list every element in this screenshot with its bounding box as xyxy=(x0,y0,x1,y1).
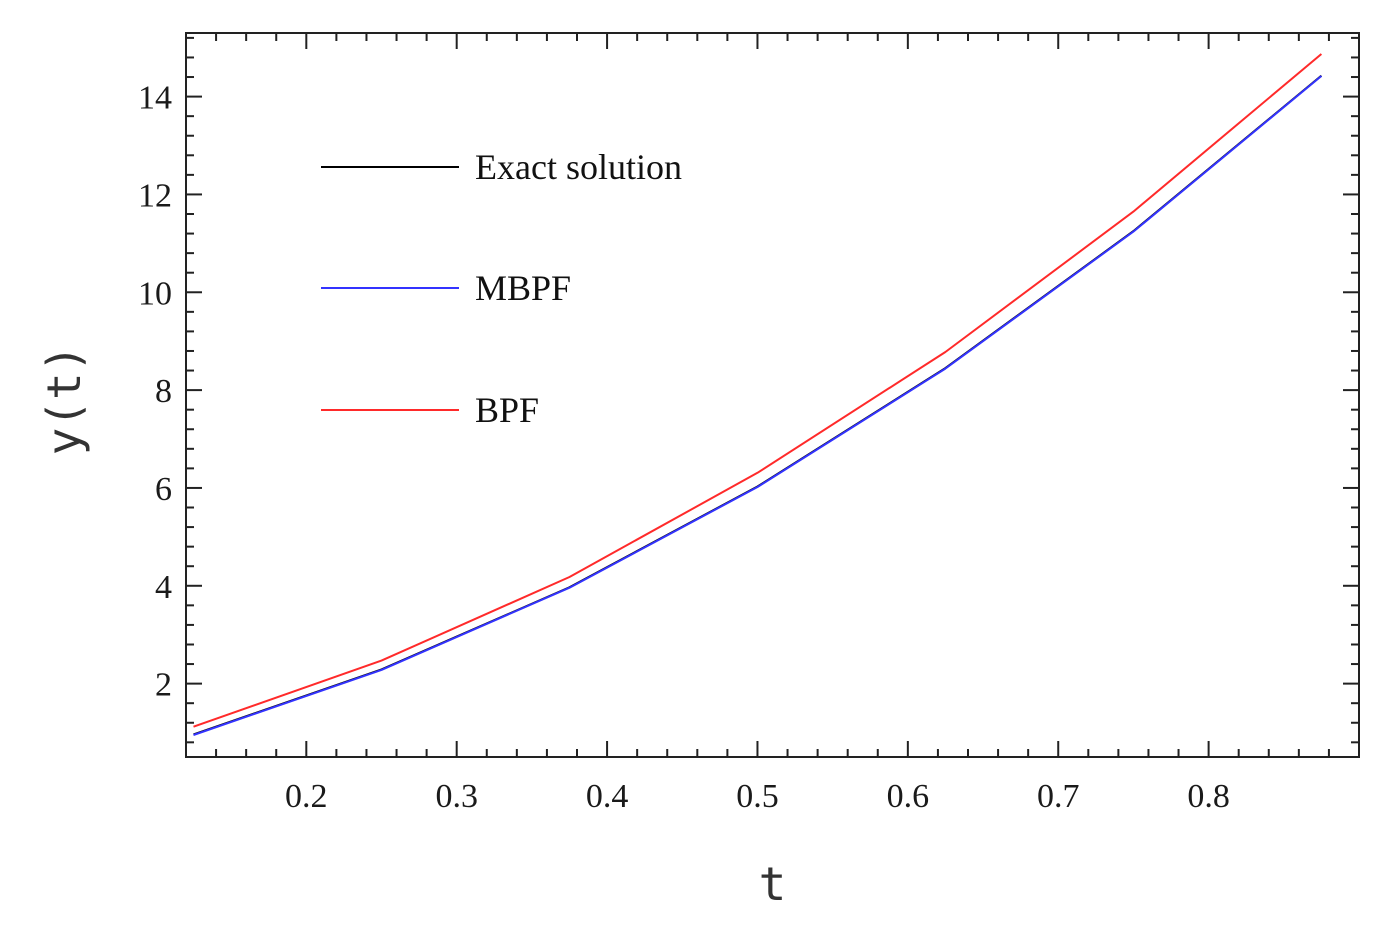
y-tick-label: 2 xyxy=(155,667,172,704)
x-tick-label: 0.6 xyxy=(887,778,930,815)
x-tick-label: 0.5 xyxy=(736,778,779,815)
x-tick-label: 0.7 xyxy=(1037,778,1080,815)
x-axis-title: t xyxy=(759,857,787,911)
legend-label: MBPF xyxy=(475,268,571,308)
y-tick-label: 8 xyxy=(155,373,172,410)
y-tick-label: 12 xyxy=(138,177,172,214)
series-line-bpf xyxy=(193,53,1323,728)
legend: Exact solution MBPF BPF xyxy=(321,147,682,430)
ticks-layer: 0.2 0.3 0.4 0.5 0.6 0.7 0.8 2 4 6 8 10 12 14 xyxy=(138,33,1360,815)
x-tick-label: 0.2 xyxy=(285,778,328,815)
plot-frame xyxy=(185,32,1360,758)
x-tick-label: 0.4 xyxy=(586,778,629,815)
y-tick-label: 10 xyxy=(138,275,172,312)
x-tick-label: 0.3 xyxy=(435,778,478,815)
y-axis-title: y(t) xyxy=(37,345,91,456)
series-line-mbpf xyxy=(193,75,1323,736)
legend-label: BPF xyxy=(475,390,539,430)
y-tick-label: 6 xyxy=(155,471,172,508)
series-line-exact-solution xyxy=(193,74,1323,736)
y-tick-label: 14 xyxy=(138,80,172,117)
x-tick-label: 0.8 xyxy=(1187,778,1230,815)
series-layer xyxy=(193,53,1323,736)
legend-label: Exact solution xyxy=(475,147,682,187)
y-tick-label: 4 xyxy=(155,569,172,606)
